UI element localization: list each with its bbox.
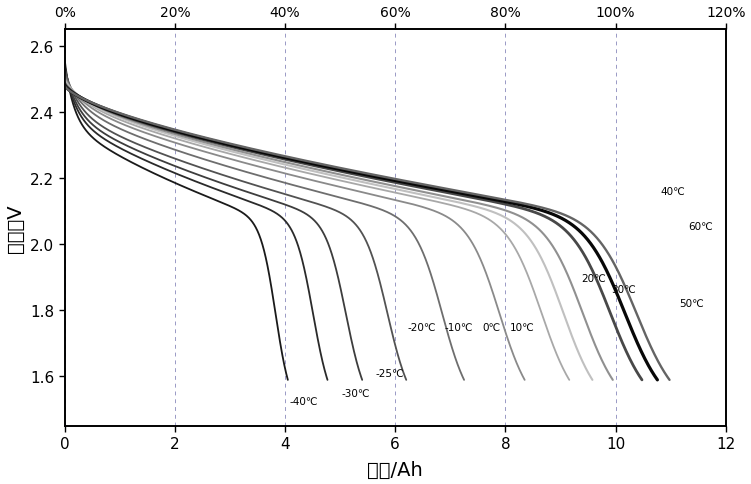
- Text: 0℃: 0℃: [482, 322, 500, 332]
- Text: -25℃: -25℃: [376, 368, 405, 378]
- Text: -20℃: -20℃: [407, 322, 436, 332]
- Text: 60℃: 60℃: [688, 221, 713, 231]
- Text: -10℃: -10℃: [445, 322, 473, 332]
- Y-axis label: 电压／V: 电压／V: [5, 204, 25, 252]
- Text: 50℃: 50℃: [680, 299, 704, 309]
- X-axis label: 容量/Ah: 容量/Ah: [367, 459, 423, 479]
- Text: -40℃: -40℃: [289, 396, 318, 406]
- Text: -30℃: -30℃: [341, 389, 369, 398]
- Text: 20℃: 20℃: [581, 273, 606, 283]
- Text: 40℃: 40℃: [661, 186, 686, 197]
- Text: 30℃: 30℃: [611, 285, 636, 295]
- Text: 10℃: 10℃: [510, 322, 535, 332]
